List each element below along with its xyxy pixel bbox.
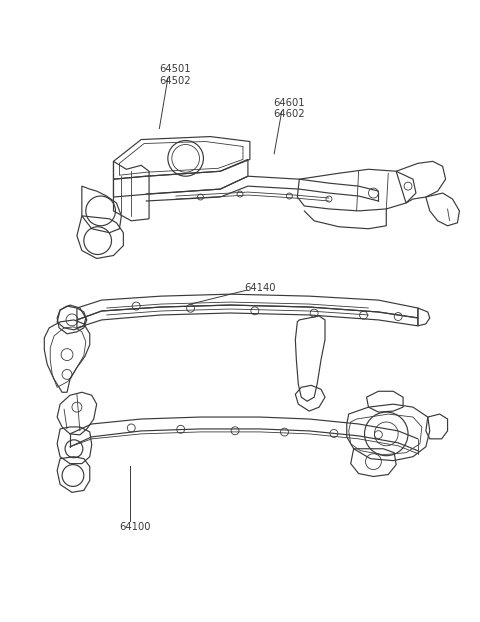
Text: 64601
64602: 64601 64602 [273, 98, 305, 119]
Text: 64501
64502: 64501 64502 [159, 65, 191, 86]
Text: 64100: 64100 [119, 522, 151, 532]
Text: 64140: 64140 [245, 283, 276, 293]
